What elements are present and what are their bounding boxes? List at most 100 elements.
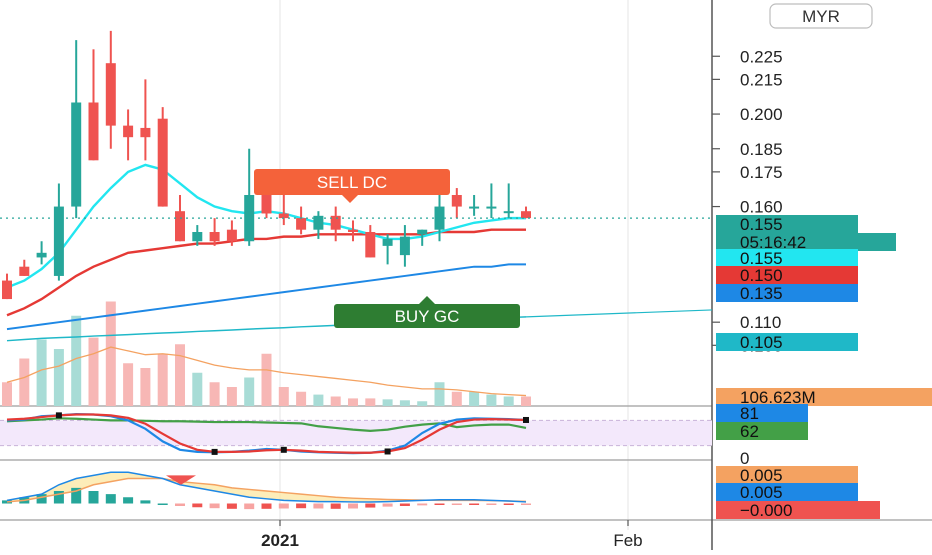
volume-ma-line (6, 346, 527, 397)
volume-bar (244, 377, 255, 406)
currency-badge-label: MYR (802, 7, 840, 26)
price-tag: 0.155 (716, 249, 858, 268)
time-tick-label: Feb (613, 531, 642, 550)
oscillator-band (0, 420, 712, 446)
volume-bar (348, 398, 358, 406)
volume-bar (53, 349, 64, 406)
macd-histogram-bar (123, 497, 134, 504)
price-tag-label: 106.623M (740, 388, 816, 407)
price-tag: 0.135 (716, 284, 858, 303)
candle-body (330, 215, 341, 230)
candle-body (399, 236, 410, 256)
candle-body (53, 206, 64, 276)
macd-layer (2, 471, 531, 510)
price-tag-box (716, 483, 858, 501)
price-tag-box (716, 388, 932, 406)
candle-body (348, 229, 358, 232)
currency-badge[interactable]: MYR (769, 3, 873, 29)
price-tag-label: 0.105 (740, 333, 783, 352)
sell-banner-box (254, 169, 450, 195)
ma-mid-line (6, 228, 526, 317)
macd-histogram-bar (261, 503, 272, 509)
time-axis-labels: 2021 Feb (261, 520, 643, 550)
price-tag-label: 81 (740, 404, 759, 423)
macd-histogram-bar (348, 503, 358, 509)
price-tag-box (716, 249, 858, 267)
candle-body (2, 280, 12, 300)
volume-bar (365, 398, 376, 406)
volume-bar (123, 363, 134, 406)
macd-histogram-bar (521, 503, 531, 505)
price-tag-label: 0.135 (740, 284, 783, 303)
macd-histogram-bar (209, 503, 220, 509)
price-tag-label: 0.155 (740, 215, 783, 234)
price-tick-label: 0.110 (740, 313, 781, 332)
macd-histogram-bar (71, 487, 82, 504)
price-tag: 0.150 (716, 266, 858, 285)
price-tag-label: −0.000 (740, 501, 792, 520)
macd-histogram-bar (382, 503, 393, 507)
volume-bar (503, 396, 514, 406)
candle-body (469, 206, 480, 209)
volume-bar (278, 387, 289, 406)
stoch-cross-marker (55, 412, 62, 419)
oscillator-zero-label: 0 (740, 449, 749, 468)
candle-body (36, 252, 47, 258)
ma-long-extension (525, 309, 713, 318)
stoch-cross-marker (211, 448, 218, 455)
price-tag-box (716, 266, 858, 284)
ma-slow-line (6, 263, 526, 331)
price-tag: 05:16:42 (716, 233, 896, 252)
volume-bar (36, 339, 47, 406)
price-tag-label: 62 (740, 422, 759, 441)
volume-bar (140, 368, 151, 406)
price-tag-box (716, 233, 896, 251)
buy-banner-pointer (419, 296, 435, 304)
price-tick-label: 0.185 (740, 140, 783, 159)
price-tag: −0.000 (716, 501, 880, 520)
macd-histogram-bar (434, 503, 445, 505)
candle-body (451, 195, 462, 207)
candle-body (71, 102, 82, 207)
candle-body (503, 211, 514, 214)
volume-bar (88, 337, 99, 406)
oscillator-layer: 0 (0, 412, 749, 468)
price-tag-label: 0.150 (740, 266, 783, 285)
macd-histogram-bar (417, 503, 428, 506)
volume-bar (313, 394, 324, 406)
price-tag-box (716, 333, 858, 351)
volume-bar (417, 401, 428, 406)
macd-histogram-bar (451, 503, 462, 505)
volume-bar (486, 394, 497, 406)
price-tag-label: 0.005 (740, 483, 783, 502)
macd-histogram-bar (278, 503, 289, 509)
price-tag-box (716, 501, 880, 519)
price-tag: 0.005 (716, 466, 858, 485)
volume-bar (71, 315, 82, 406)
macd-histogram-bar (503, 503, 514, 505)
volume-bar (2, 382, 12, 406)
macd-histogram-bar (88, 491, 99, 504)
volume-bar (209, 382, 220, 406)
price-tag-box (716, 284, 858, 302)
sell-banner-pointer (342, 195, 358, 203)
stoch-cross-marker (280, 446, 287, 453)
sell-signal-banner: SELL DC (254, 169, 450, 203)
price-tag-label: 0.005 (740, 466, 783, 485)
volume-bar (382, 399, 393, 406)
candle-body (123, 125, 134, 138)
candle-body (140, 127, 151, 138)
candle-body (417, 229, 428, 235)
macd-line (6, 471, 527, 503)
volume-bar (521, 396, 531, 406)
price-tick-label: 0.175 (740, 163, 783, 182)
candle-body (244, 195, 255, 242)
volume-bar (296, 391, 307, 406)
volume-bar (175, 344, 185, 406)
price-tag-label: 0.155 (740, 249, 783, 268)
macd-histogram-bar (53, 491, 64, 504)
macd-histogram-bar (313, 503, 324, 509)
